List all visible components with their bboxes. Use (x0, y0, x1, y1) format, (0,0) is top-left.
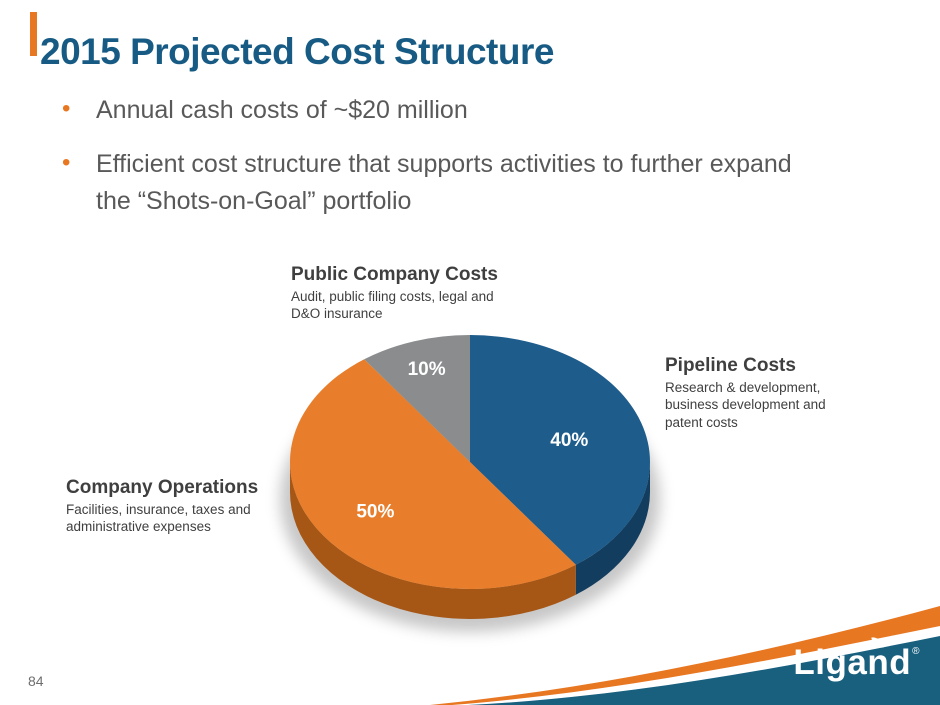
callout-pipeline-costs: Pipeline Costs Research & development, b… (665, 355, 845, 431)
pie-side-company-operations (290, 462, 576, 619)
callout-heading: Public Company Costs (291, 264, 498, 285)
pie-side-pipeline-costs (575, 462, 650, 595)
bullet-item: • Efficient cost structure that supports… (62, 146, 822, 219)
bullet-icon: • (62, 95, 71, 122)
callout-description: Research & development, business develop… (665, 380, 826, 430)
ligand-logo: Ligand® (793, 634, 920, 683)
pie-pct-label-company-operations: 50% (356, 502, 394, 523)
bullet-item: • Annual cash costs of ~$20 million (62, 92, 822, 128)
logo-registered-mark: ® (912, 646, 920, 657)
callout-description: Facilities, insurance, taxes and adminis… (66, 502, 251, 535)
callout-public-company-costs: Public Company Costs Audit, public filin… (291, 264, 523, 323)
pie-slice-public-company-costs (364, 335, 470, 462)
pie-shadow (280, 366, 660, 632)
page-number: 84 (28, 673, 44, 689)
title-accent-bar (30, 12, 37, 56)
bullet-text: Annual cash costs of ~$20 million (96, 96, 468, 124)
callout-description: Audit, public filing costs, legal and D&… (291, 289, 494, 322)
pie-slice-company-operations (290, 359, 576, 590)
callout-heading: Company Operations (66, 477, 259, 498)
pie-slice-pipeline-costs (470, 335, 650, 565)
page-title: 2015 Projected Cost Structure (40, 30, 554, 72)
pie-pct-label-public-company-costs: 10% (408, 359, 446, 380)
callout-heading: Pipeline Costs (665, 355, 796, 376)
logo-text: Ligand (793, 643, 912, 682)
bullet-text: Efficient cost structure that supports a… (96, 150, 792, 215)
callout-company-operations: Company Operations Facilities, insurance… (66, 477, 271, 536)
pie-pct-label-pipeline-costs: 40% (550, 430, 588, 451)
bullet-list: • Annual cash costs of ~$20 million • Ef… (62, 92, 822, 237)
bullet-icon: • (62, 149, 71, 177)
